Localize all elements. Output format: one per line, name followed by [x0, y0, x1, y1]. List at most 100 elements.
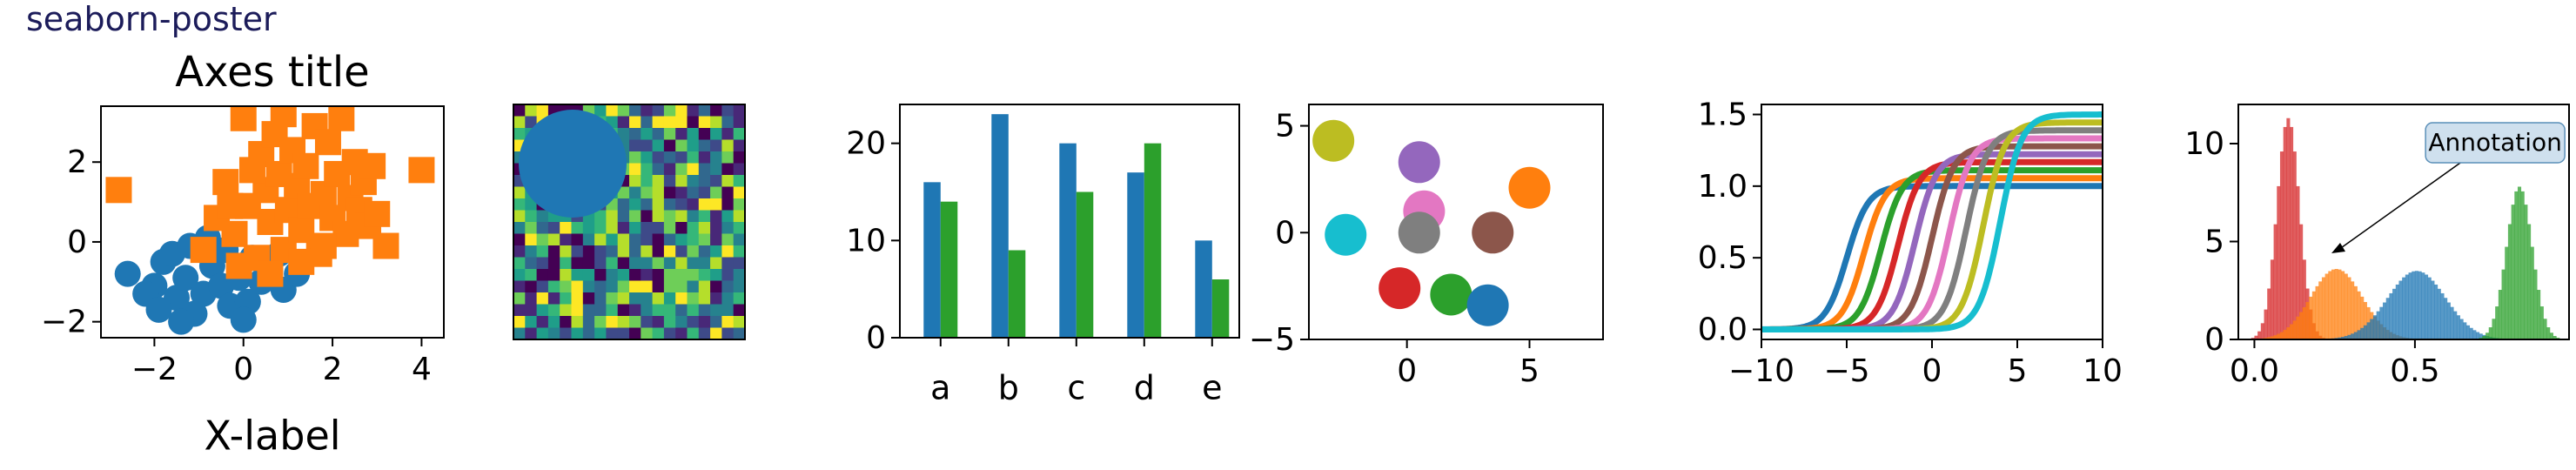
heatmap-cell: [687, 139, 700, 152]
heatmap-cell: [513, 104, 526, 117]
heatmap-cell: [652, 104, 665, 117]
heatmap-cell: [698, 175, 711, 187]
heatmap-cell: [560, 257, 572, 270]
histogram-bar: [2277, 333, 2281, 339]
x-tick-label: e: [1202, 369, 1222, 407]
heatmap-cell: [525, 269, 538, 281]
histogram-bar: [2524, 205, 2528, 339]
y-tick-label: 0: [1275, 215, 1295, 251]
heatmap-cell: [663, 269, 676, 281]
histogram-bar: [2290, 126, 2294, 339]
histogram-bar: [2482, 335, 2486, 339]
histogram-bar: [2292, 151, 2297, 339]
histogram-bar: [2379, 306, 2384, 339]
heatmap-cell: [698, 245, 711, 258]
heatmap-cell: [698, 104, 711, 117]
histogram-bar: [2511, 205, 2515, 339]
line-chart-panel: −10 −5 0 5 10 0.0 0.5 1.0 1.5: [1698, 97, 2123, 389]
heatmap-cell: [571, 280, 584, 293]
scatter-square: [230, 106, 257, 131]
histogram-bar: [2357, 330, 2361, 339]
heatmap-cell: [710, 116, 722, 129]
heatmap-cell: [547, 222, 560, 234]
heatmap-cell: [733, 198, 746, 211]
heatmap-cell: [513, 233, 526, 246]
histogram-bar: [2488, 327, 2492, 339]
heatmap-cell: [617, 327, 630, 340]
heatmap-cell: [606, 292, 619, 305]
heatmap-cell: [675, 210, 688, 223]
histogram-bar: [2492, 319, 2496, 339]
histogram-bar: [2514, 191, 2519, 339]
heatmap-cell: [675, 186, 688, 199]
heatmap-cell: [652, 292, 665, 305]
heatmap-cell: [594, 316, 607, 328]
histogram-bar: [2292, 320, 2297, 339]
heatmap-cell: [698, 233, 711, 246]
y-tick-label: 5: [2204, 225, 2224, 260]
heatmap-cell: [710, 175, 722, 187]
histogram-bar: [2385, 298, 2390, 339]
heatmap-cell: [710, 304, 722, 317]
scatter-point: [1398, 141, 1440, 184]
scatter-square: [332, 220, 359, 247]
heatmap-cell: [687, 304, 700, 317]
heatmap-cell: [606, 233, 619, 246]
heatmap-cell: [675, 104, 688, 117]
heatmap-cell: [687, 186, 700, 199]
histogram-bar: [2459, 319, 2464, 339]
histogram-bar: [2424, 274, 2429, 339]
heatmap-cell: [513, 304, 526, 317]
heatmap-cell: [513, 210, 526, 223]
histogram-bar: [2402, 277, 2406, 339]
heatmap-cell: [710, 245, 722, 258]
heatmap-cell: [525, 257, 538, 270]
bar: [1127, 172, 1144, 338]
heatmap-cell: [652, 257, 665, 270]
heatmap-cell: [652, 186, 665, 199]
heatmap-cell: [594, 280, 607, 293]
histogram-bar: [2273, 335, 2277, 339]
heatmap-cell: [663, 304, 676, 317]
histogram-bar: [2418, 271, 2422, 339]
histogram-bar: [2267, 288, 2271, 339]
heatmap-cell: [733, 292, 746, 305]
histogram-bar: [2341, 336, 2345, 339]
heatmap-cell: [710, 233, 722, 246]
heatmap-cell: [721, 233, 735, 246]
histogram-bar: [2279, 332, 2284, 339]
heatmap-cell: [560, 304, 572, 317]
histogram-bar: [2431, 280, 2435, 339]
heatmap-cell: [641, 245, 654, 258]
heatmap-cell: [687, 316, 700, 328]
heatmap-cell: [536, 327, 549, 340]
heatmap-cell: [652, 175, 665, 187]
heatmap-cell: [698, 128, 711, 140]
x-tick-label: 0: [1922, 353, 1942, 389]
histogram-bar: [2286, 327, 2291, 339]
heatmap-cell: [721, 116, 735, 129]
heatmap-cell: [629, 245, 641, 258]
heatmap-cell: [571, 269, 584, 281]
heatmap-cell: [663, 316, 676, 328]
histogram-bar: [2372, 315, 2378, 339]
histogram-bar: [2347, 277, 2351, 339]
heatmap-cell: [582, 257, 595, 270]
heatmap-cell: [641, 280, 654, 293]
histogram-bar: [2414, 271, 2419, 339]
heatmap-cell: [675, 292, 688, 305]
heatmap-cell: [629, 175, 641, 187]
heatmap-cell: [663, 257, 676, 270]
histogram-bar: [2290, 324, 2294, 339]
heatmap-cell: [617, 104, 630, 117]
heatmap-cell: [560, 233, 572, 246]
heatmap-cell: [547, 280, 560, 293]
heatmap-cell: [513, 269, 526, 281]
heatmap-cell: [617, 304, 630, 317]
heatmap-cell: [582, 233, 595, 246]
heatmap-cell: [571, 292, 584, 305]
heatmap-cell: [536, 280, 549, 293]
heatmap-cell: [710, 316, 722, 328]
scatter-square: [292, 152, 319, 179]
histogram-bar: [2321, 277, 2326, 339]
